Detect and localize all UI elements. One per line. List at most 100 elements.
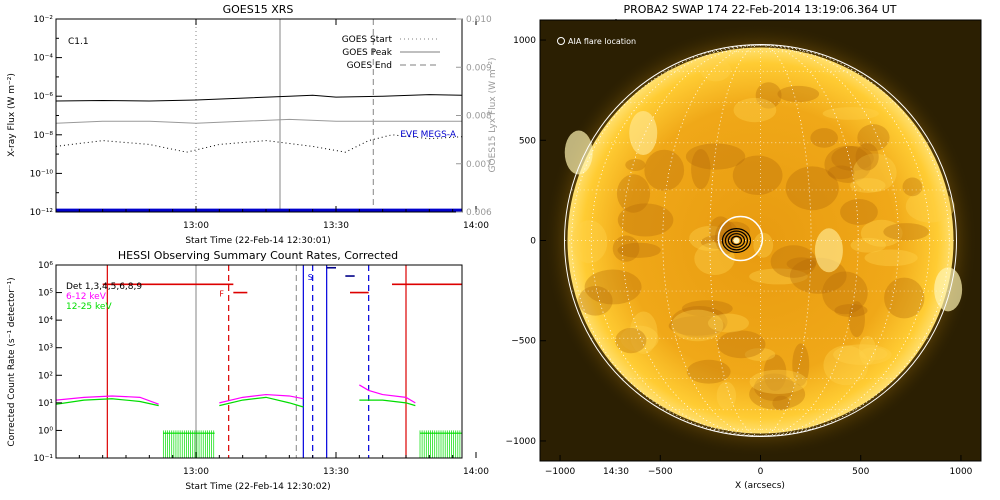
- goes-y-right-tick-label: 0.010: [466, 15, 492, 25]
- hessi-y-tick-label: 10⁰: [38, 426, 53, 436]
- goes-class-label: C1.1: [68, 37, 89, 47]
- sun-texture-blob: [753, 373, 795, 402]
- sun-texture-blob: [616, 174, 651, 213]
- goes-legend-label: GOES End: [347, 61, 392, 71]
- sun-texture-blob: [694, 242, 735, 276]
- hessi-series-line: [56, 398, 159, 407]
- flare-location-circle: [717, 215, 764, 262]
- sun-texture-blob: [810, 128, 838, 148]
- sun-texture-blob: [850, 178, 886, 193]
- sun-texture-blob: [584, 269, 642, 305]
- sun-texture-blob: [792, 343, 810, 387]
- heliographic-grid: [565, 44, 956, 437]
- goes-y-tick-label: 10⁻²: [33, 15, 53, 25]
- sun-texture-blob: [620, 325, 659, 352]
- sun-texture-blob: [578, 286, 613, 316]
- sun-texture-blob: [717, 330, 766, 359]
- sun-texture-blob: [852, 153, 897, 193]
- sun-texture-blob: [707, 313, 749, 333]
- active-region: [934, 267, 963, 312]
- sun-texture-blob: [668, 316, 726, 336]
- goes-eve-label: EVE MEGS-A: [400, 130, 457, 140]
- swap-y-tick-label: 1000: [513, 36, 536, 46]
- sun-texture-blob: [749, 369, 808, 394]
- sun-texture-blob: [625, 158, 646, 171]
- sun-texture-blob: [858, 335, 877, 366]
- hessi-title: HESSI Observing Summary Count Rates, Cor…: [118, 249, 398, 262]
- swap-x-ticks: −1000 −500 0 500 1000: [545, 455, 973, 477]
- sun-texture-blob: [777, 85, 820, 103]
- flare-contour: [730, 235, 743, 246]
- sun-texture-blob: [848, 301, 865, 338]
- swap-y-tick-label: 500: [519, 136, 536, 146]
- sun-texture-blob: [860, 219, 903, 247]
- swap-x-tick-label: 500: [852, 467, 869, 477]
- goes-y-right-tick-label: 0.006: [466, 208, 492, 218]
- hessi-x-tick-label: 14:00: [463, 467, 489, 477]
- sun-texture-blob: [864, 249, 918, 267]
- hessi-legend-label: 12-25 keV: [66, 302, 112, 312]
- sun-texture-blob: [691, 148, 711, 190]
- sun-texture-blob: [671, 305, 728, 338]
- goes-x-tick-label: 13:00: [183, 221, 209, 231]
- sun-texture-blob: [824, 145, 872, 183]
- goes-y-tick-label: 10⁻⁶: [33, 92, 53, 102]
- hessi-flag-label: F: [219, 290, 224, 299]
- hessi-y-tick-label: 10³: [38, 344, 53, 354]
- hessi-x-axis-label: Start Time (22-Feb-14 12:30:02): [185, 482, 330, 492]
- goes-legend: GOES Start GOES Peak GOES End: [342, 35, 440, 71]
- goes-y-tick-label: 10⁻¹⁰: [30, 169, 54, 179]
- hessi-x-tick-label: 14:30: [603, 467, 629, 477]
- annotation-circle-icon: [557, 37, 565, 45]
- goes-y-right-tick-label: 0.009: [466, 63, 492, 73]
- sun-texture-blob: [785, 166, 839, 211]
- hessi-y-tick-label: 10⁴: [38, 316, 53, 326]
- goes-y-tick-label: 10⁻⁸: [33, 131, 53, 141]
- sun-disk: [567, 47, 954, 434]
- goes-y-right-tick-label: 0.008: [466, 112, 492, 122]
- sun-texture-blob: [716, 381, 737, 410]
- sun-texture-blob: [749, 268, 808, 285]
- swap-x-axis-label: X (arcsecs): [735, 481, 785, 491]
- sun-disk-texture: [564, 58, 963, 411]
- hessi-y-ticks: 10⁻¹ 10⁰ 10¹ 10² 10³ 10⁴ 10⁵ 10⁶: [33, 261, 62, 464]
- swap-x-tick-label: 0: [758, 467, 764, 477]
- swap-y-ticks: −1000 −500 0 500 1000: [506, 36, 546, 447]
- sun-texture-blob: [681, 300, 733, 317]
- goes-y-tick-label: 10⁻⁴: [33, 54, 53, 64]
- hessi-y-tick-label: 10²: [38, 371, 53, 381]
- sun-texture-blob: [822, 271, 868, 315]
- swap-y-tick-label: −1000: [506, 437, 537, 447]
- goes-title: GOES15 XRS: [223, 3, 294, 16]
- sun-texture-blob: [827, 165, 855, 180]
- sun-texture-blob: [834, 304, 868, 318]
- longitude-line: [662, 44, 859, 437]
- flare-contour: [724, 230, 749, 251]
- sun-texture-blob: [902, 177, 923, 197]
- goes-y-right-tick-label: 0.007: [466, 160, 492, 170]
- sun-texture-blob: [883, 223, 930, 241]
- hessi-series-line: [219, 396, 304, 408]
- hessi-frame: [55, 264, 463, 459]
- goes-legend-label: GOES Peak: [342, 48, 392, 58]
- goes-y-ticks: 10⁻¹² 10⁻¹⁰ 10⁻⁸ 10⁻⁶ 10⁻⁴ 10⁻²: [30, 15, 62, 218]
- goes-series-line: [56, 134, 462, 153]
- sun-texture-blob: [822, 107, 879, 120]
- hessi-series-line: [359, 384, 416, 404]
- hessi-series-line: [56, 395, 159, 405]
- sun-texture-blob: [617, 203, 674, 237]
- longitude-line: [709, 44, 812, 437]
- hessi-panel: HESSI Observing Summary Count Rates, Cor…: [7, 249, 629, 492]
- flare-core: [733, 237, 740, 244]
- longitude-line: [590, 44, 931, 437]
- goes-frame: [55, 18, 463, 213]
- sun-texture-blob: [786, 257, 816, 271]
- active-region: [629, 111, 658, 156]
- swap-title: PROBA2 SWAP 174 22-Feb-2014 13:19:06.364…: [624, 3, 897, 16]
- hessi-y-tick-label: 10⁵: [38, 289, 53, 299]
- sun-texture-blob: [905, 190, 955, 223]
- swap-image-panel: PROBA2 SWAP 174 22-Feb-2014 13:19:06.364…: [506, 3, 982, 491]
- sun-texture-blob: [644, 149, 685, 191]
